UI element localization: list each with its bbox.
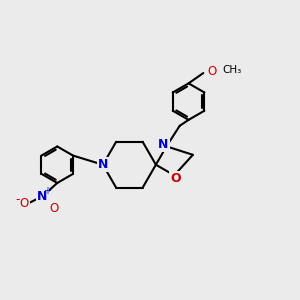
Text: O: O	[170, 172, 181, 185]
Text: O: O	[207, 65, 216, 78]
Text: N: N	[98, 158, 108, 171]
Text: CH₃: CH₃	[222, 65, 242, 75]
Text: O: O	[20, 197, 29, 210]
Text: N: N	[37, 190, 48, 203]
Text: O: O	[50, 202, 59, 215]
Text: +: +	[43, 186, 51, 196]
Text: N: N	[158, 138, 169, 152]
Text: -: -	[15, 193, 20, 206]
